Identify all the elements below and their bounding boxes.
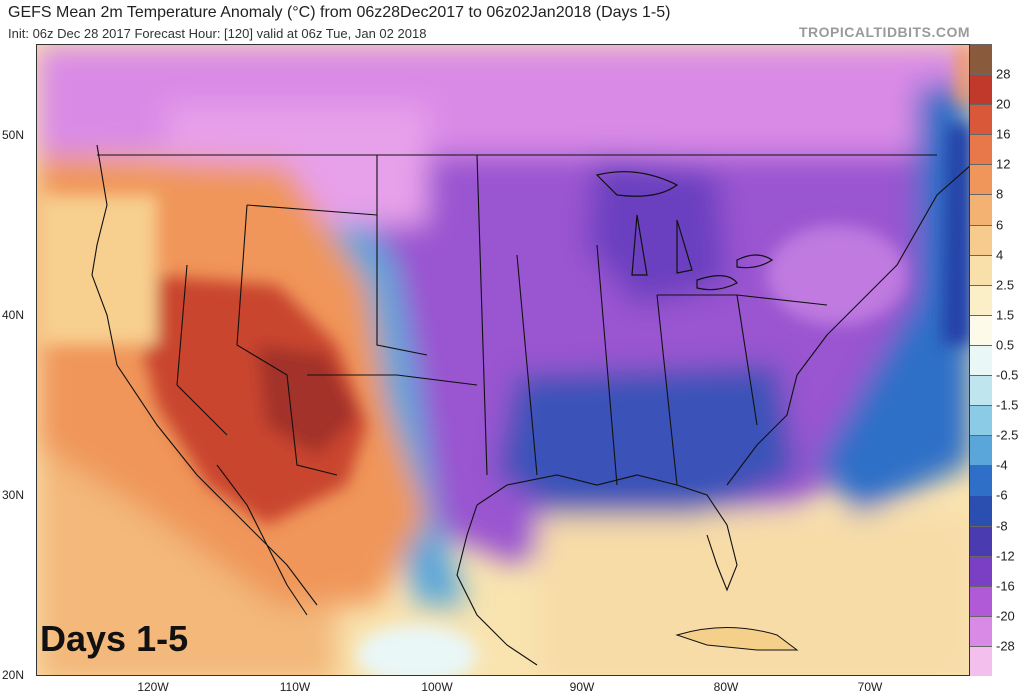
colorbar-tick-label: 2.5 [996,277,1015,293]
colorbar-swatch [970,284,992,315]
lon-label-120w: 120W [137,680,169,694]
map-title: GEFS Mean 2m Temperature Anomaly (°C) fr… [8,4,671,21]
days-overlay-label: Days 1-5 [40,618,189,659]
lon-label-90w: 90W [569,680,595,694]
colorbar-tick-label: 4 [996,247,1004,263]
colorbar-tick-label: -12 [996,548,1015,564]
lon-label-80w: 80W [713,680,739,694]
colorbar-legend: 28 20 16 12 8 6 4 2.5 1.5 0.5 -0.5 -1.5 -2.5 -4 -6 -8 -1… [970,44,1024,676]
colorbar-swatch [970,224,992,255]
colorbar-swatch [970,254,992,285]
colorbar-swatch [970,44,992,75]
colorbar-tick-label: -2.5 [996,427,1019,443]
colorbar-tick-label: 6 [996,217,1004,233]
colorbar-swatch [970,645,992,676]
anomaly-field [37,45,969,675]
colorbar-swatch [970,615,992,646]
lat-label-20n: 20N [2,668,25,682]
colorbar-tick-label: -8 [996,518,1008,534]
colorbar-tick-label: 16 [996,126,1011,142]
colorbar-tick-label: 0.5 [996,337,1015,353]
colorbar-swatch [970,375,992,406]
colorbar-swatch [970,555,992,586]
brand-watermark: TROPICALTIDBITS.COM [798,24,970,40]
colorbar-swatch [970,134,992,165]
colorbar-swatch [970,435,992,466]
colorbar-swatch [970,405,992,436]
lon-label-70w: 70W [857,680,883,694]
colorbar-swatch [970,525,992,556]
colorbar-tick-label: -20 [996,608,1015,624]
colorbar-swatch [970,164,992,195]
colorbar-tick-label: -1.5 [996,397,1019,413]
colorbar-tick-label: 12 [996,156,1011,172]
colorbar-tick-label: 20 [996,96,1011,112]
colorbar-swatch [970,495,992,526]
map-subtitle: Init: 06z Dec 28 2017 Forecast Hour: [12… [8,26,427,41]
colorbar-tick-label: -6 [996,487,1008,503]
colorbar-swatch [970,194,992,225]
lon-label-100w: 100W [421,680,453,694]
lon-label-110w: 110W [279,680,311,694]
colorbar-tick-label: -16 [996,578,1015,594]
colorbar-tick-label: 28 [996,66,1011,82]
lat-label-50n: 50N [2,128,25,142]
colorbar-swatch [970,344,992,376]
colorbar-swatch [970,314,992,345]
lat-label-30n: 30N [2,488,25,502]
anomaly-map [36,44,970,676]
colorbar-tick-label: 1.5 [996,307,1015,323]
colorbar-swatch [970,104,992,135]
colorbar-tick-label: 8 [996,186,1004,202]
lat-label-40n: 40N [2,308,25,322]
colorbar-swatch [970,585,992,616]
colorbar-swatch [970,465,992,496]
colorbar-swatch [970,74,992,105]
colorbar-tick-label: -0.5 [996,367,1019,383]
colorbar-tick-label: -28 [996,638,1015,654]
colorbar-tick-label: -4 [996,457,1008,473]
